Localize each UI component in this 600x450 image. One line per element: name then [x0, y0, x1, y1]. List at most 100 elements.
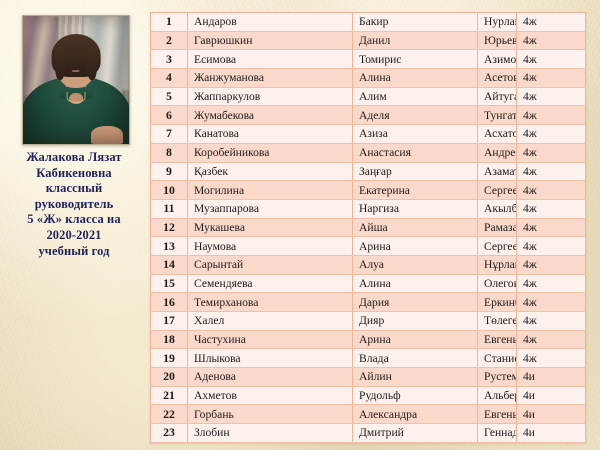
- class-code: 4ж: [516, 105, 586, 126]
- last-name: Ахметов: [187, 386, 353, 406]
- patronymic: Акылбековна: [477, 199, 517, 219]
- roster: 1АндаровБакирНурланович4ж2ГаврюшкинДанил…: [150, 12, 586, 443]
- first-name: Данил: [352, 31, 478, 51]
- class-code: 4ж: [516, 236, 586, 256]
- row-number: 15: [150, 274, 188, 294]
- row-number: 3: [150, 49, 188, 70]
- row-number: 20: [150, 367, 188, 387]
- first-name: Томирис: [352, 49, 478, 70]
- table-row: 12МукашеваАйшаРамазановна4ж: [150, 218, 586, 238]
- photo-mouth: [71, 69, 81, 73]
- caption-line-5: 5 «Ж» класса на: [27, 212, 121, 227]
- photo-vignette: [23, 16, 129, 144]
- patronymic: Альбертович: [477, 386, 517, 406]
- first-name: Айлин: [352, 367, 478, 387]
- last-name: Жанжуманова: [187, 68, 353, 88]
- row-number: 10: [150, 180, 188, 200]
- table-row: 14СарынтайАлуаНұрланкызы4ж: [150, 255, 586, 275]
- first-name: Алина: [352, 68, 478, 88]
- class-code: 4ж: [516, 199, 586, 219]
- patronymic: Станиславовна: [477, 348, 517, 369]
- patronymic: Асхатовна: [477, 124, 517, 144]
- table-row: 23ЗлобинДмитрийГеннадьевич4и: [150, 423, 586, 443]
- caption-line-3: классный: [45, 181, 103, 196]
- class-code: 4и: [516, 386, 586, 406]
- table-row: 8КоробейниковаАнастасияАндреевна4ж: [150, 143, 586, 163]
- class-code: 4ж: [516, 143, 586, 163]
- caption-line-2: Кабикеновна: [36, 165, 112, 180]
- last-name: Наумова: [187, 236, 353, 256]
- photo-eye-right: [80, 56, 86, 61]
- first-name: Екатерина: [352, 180, 478, 200]
- row-number: 1: [150, 12, 188, 32]
- table-row: 17ХалелДиярТөлегенұлы4ж: [150, 311, 586, 331]
- last-name: Қазбек: [187, 162, 353, 182]
- photo-hair-right: [86, 46, 98, 80]
- table-row: 16ТемирхановаДарияЕркинбековна4ж: [150, 292, 586, 312]
- class-code: 4ж: [516, 348, 586, 369]
- row-number: 9: [150, 162, 188, 182]
- patronymic: Андреевна: [477, 143, 517, 163]
- first-name: Аделя: [352, 105, 478, 126]
- table-row: 11МузаппароваНаргизаАкылбековна4ж: [150, 199, 586, 219]
- photo-eye-left: [66, 56, 72, 61]
- patronymic: Айтуганович: [477, 87, 517, 107]
- patronymic: Юрьевич: [477, 31, 517, 51]
- last-name: Жумабекова: [187, 105, 353, 126]
- first-name: Дария: [352, 292, 478, 312]
- table-row: 15СемендяеваАлинаОлеговна4ж: [150, 274, 586, 294]
- class-code: 4ж: [516, 255, 586, 275]
- first-name: Дмитрий: [352, 423, 478, 443]
- patronymic: Олеговна: [477, 274, 517, 294]
- class-code: 4ж: [516, 180, 586, 200]
- row-number: 6: [150, 105, 188, 126]
- class-code: 4ж: [516, 12, 586, 32]
- row-number: 8: [150, 143, 188, 163]
- first-name: Алина: [352, 274, 478, 294]
- last-name: Коробейникова: [187, 143, 353, 163]
- table-row: 20АденоваАйлинРустемовна4и: [150, 367, 586, 387]
- first-name: Влада: [352, 348, 478, 369]
- class-code: 4ж: [516, 162, 586, 182]
- first-name: Алуа: [352, 255, 478, 275]
- row-number: 19: [150, 348, 188, 369]
- class-code: 4и: [516, 367, 586, 387]
- student-roster-table: 1АндаровБакирНурланович4ж2ГаврюшкинДанил…: [150, 12, 586, 443]
- first-name: Алим: [352, 87, 478, 107]
- patronymic: Еркинбековна: [477, 292, 517, 312]
- table-row: 21АхметовРудольфАльбертович4и: [150, 386, 586, 406]
- table-row: 13НаумоваАринаСергеевна4ж: [150, 236, 586, 256]
- first-name: Наргиза: [352, 199, 478, 219]
- table-row: 6ЖумабековаАделяТунгатовна4ж: [150, 105, 586, 126]
- table-row: 18ЧастухинаАринаЕвгеньевна4ж: [150, 330, 586, 350]
- row-number: 22: [150, 404, 188, 425]
- photo-necklace: [66, 91, 86, 103]
- last-name: Шлыкова: [187, 348, 353, 369]
- last-name: Халел: [187, 311, 353, 331]
- row-number: 2: [150, 31, 188, 51]
- class-code: 4ж: [516, 68, 586, 88]
- class-code: 4ж: [516, 292, 586, 312]
- last-name: Есимова: [187, 49, 353, 70]
- patronymic: Нұрланкызы: [477, 255, 517, 275]
- last-name: Могилина: [187, 180, 353, 200]
- patronymic: Азимовна: [477, 49, 517, 70]
- last-name: Мукашева: [187, 218, 353, 238]
- patronymic: Геннадьевич: [477, 423, 517, 443]
- first-name: Арина: [352, 330, 478, 350]
- table-row: 7КанатоваАзизаАсхатовна4ж: [150, 124, 586, 144]
- caption-line-4: руководитель: [34, 196, 114, 211]
- table-row: 9ҚазбекЗаңғарАзаматұлы4ж: [150, 162, 586, 182]
- first-name: Азиза: [352, 124, 478, 144]
- row-number: 21: [150, 386, 188, 406]
- class-code: 4ж: [516, 330, 586, 350]
- patronymic: Азаматұлы: [477, 162, 517, 182]
- row-number: 23: [150, 423, 188, 443]
- row-number: 16: [150, 292, 188, 312]
- teacher-caption: Жалакова Лязат Кабикеновна классный руко…: [0, 150, 148, 259]
- row-number: 12: [150, 218, 188, 238]
- patronymic: Евгеньевна: [477, 330, 517, 350]
- row-number: 13: [150, 236, 188, 256]
- last-name: Музаппарова: [187, 199, 353, 219]
- last-name: Аденова: [187, 367, 353, 387]
